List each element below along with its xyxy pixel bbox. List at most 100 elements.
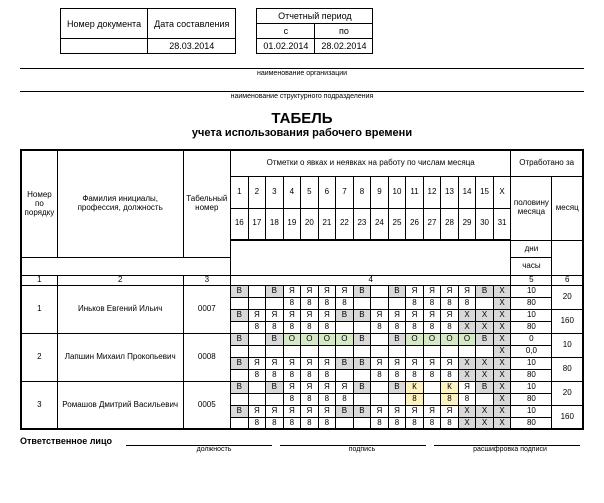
mark-cell <box>266 345 284 357</box>
mark-cell: В <box>388 333 406 345</box>
hdr-fio: Фамилия инициалы, профессия, должность <box>57 150 183 258</box>
mark-cell: В <box>231 285 249 297</box>
dept-label: наименование структурного подразделения <box>20 93 584 100</box>
hdr-day: 5 <box>301 176 319 208</box>
mark-cell: 8 <box>406 297 424 309</box>
mark-cell: 8 <box>336 393 354 405</box>
date-label: Дата составления <box>148 9 236 39</box>
hdr-num: Номер по порядку <box>21 150 57 258</box>
title-main: ТАБЕЛЬ <box>20 110 584 127</box>
mark-cell <box>371 285 389 297</box>
mark-cell: 8 <box>318 321 336 333</box>
mark-cell: 8 <box>283 369 301 381</box>
hdr-day: 9 <box>371 176 389 208</box>
mark-cell: В <box>476 333 494 345</box>
mark-cell <box>248 285 266 297</box>
mark-cell: 8 <box>301 321 319 333</box>
mark-cell: В <box>353 357 371 369</box>
mark-cell <box>371 345 389 357</box>
mark-cell: Я <box>318 405 336 417</box>
mark-cell: 8 <box>318 369 336 381</box>
mark-cell: Я <box>458 381 476 393</box>
mark-cell: В <box>231 357 249 369</box>
mark-cell: X <box>493 333 511 345</box>
hdr-day: 25 <box>388 208 406 240</box>
row-tabno: 0007 <box>183 285 231 333</box>
mark-cell: Я <box>388 309 406 321</box>
mark-cell: 8 <box>371 369 389 381</box>
mark-cell <box>336 417 354 429</box>
mark-cell: В <box>231 333 249 345</box>
mark-cell <box>266 393 284 405</box>
hdr-hours-lbl: часы <box>511 258 552 276</box>
hdr-day: 27 <box>423 208 441 240</box>
hdr-day: 20 <box>301 208 319 240</box>
mark-cell <box>336 321 354 333</box>
mark-cell: В <box>266 381 284 393</box>
mark-cell: 8 <box>388 417 406 429</box>
mark-cell: 8 <box>283 393 301 405</box>
half-value: 0,0 <box>511 345 552 357</box>
mark-cell: X <box>476 369 494 381</box>
month-value: 20 <box>552 381 583 405</box>
period-label: Отчетный период <box>257 9 373 24</box>
row-fio: Ромашов Дмитрий Васильевич <box>57 381 183 429</box>
mark-cell <box>231 393 249 405</box>
hdr-half: половину месяца <box>511 176 552 240</box>
sub-pos: должность <box>140 446 288 453</box>
mark-cell <box>353 417 371 429</box>
mark-cell: 8 <box>441 369 459 381</box>
mark-cell: Я <box>441 357 459 369</box>
hdr-day: 19 <box>283 208 301 240</box>
mark-cell: В <box>266 285 284 297</box>
mark-cell: 8 <box>371 321 389 333</box>
mark-cell: О <box>336 333 354 345</box>
mark-cell <box>353 321 371 333</box>
hdr-day: 1 <box>231 176 249 208</box>
mark-cell: 8 <box>248 369 266 381</box>
mark-cell: Я <box>371 357 389 369</box>
mark-cell: Я <box>318 309 336 321</box>
mark-cell: 8 <box>388 321 406 333</box>
coln-5: 5 <box>511 276 552 286</box>
mark-cell: В <box>336 405 354 417</box>
row-number: 3 <box>21 381 57 429</box>
mark-cell <box>248 333 266 345</box>
doc-info-table: Номер документа Дата составления 28.03.2… <box>60 8 236 54</box>
mark-cell: X <box>476 405 494 417</box>
hdr-marks: Отметки о явках и неявках на работу по ч… <box>231 150 511 176</box>
sub-sign: подпись <box>288 446 436 453</box>
mark-cell: Я <box>248 405 266 417</box>
mark-cell <box>388 345 406 357</box>
mark-cell: Я <box>283 381 301 393</box>
mark-cell: В <box>231 405 249 417</box>
mark-cell: 8 <box>423 369 441 381</box>
mark-cell: X <box>458 357 476 369</box>
mark-cell: Я <box>283 309 301 321</box>
field-sign <box>280 436 426 446</box>
hdr-days-lbl: дни <box>511 240 552 258</box>
mark-cell: Я <box>406 309 424 321</box>
mark-cell: Я <box>406 357 424 369</box>
mark-cell <box>423 393 441 405</box>
org-label: наименование организации <box>20 70 584 77</box>
table-row: 3Ромашов Дмитрий Васильевич0005ВВЯЯЯЯВВК… <box>21 381 583 393</box>
half-value: 10 <box>511 309 552 321</box>
mark-cell <box>371 393 389 405</box>
mark-cell: В <box>388 285 406 297</box>
hdr-day: 22 <box>336 208 354 240</box>
mark-cell: X <box>476 309 494 321</box>
table-row: 2Лапшин Михаил Прокопьевич0008ВВООООВВОО… <box>21 333 583 345</box>
hdr-day: 6 <box>318 176 336 208</box>
period-from-lbl: с <box>257 24 315 39</box>
mark-cell <box>231 321 249 333</box>
row-fio: Иньков Евгений Ильич <box>57 285 183 333</box>
mark-cell: О <box>301 333 319 345</box>
hdr-day: 14 <box>458 176 476 208</box>
mark-cell: Я <box>301 381 319 393</box>
mark-cell: X <box>476 417 494 429</box>
col-num-row: 1 2 3 4 5 6 <box>21 276 583 286</box>
mark-cell <box>353 345 371 357</box>
mark-cell: О <box>441 333 459 345</box>
mark-cell: 8 <box>441 321 459 333</box>
